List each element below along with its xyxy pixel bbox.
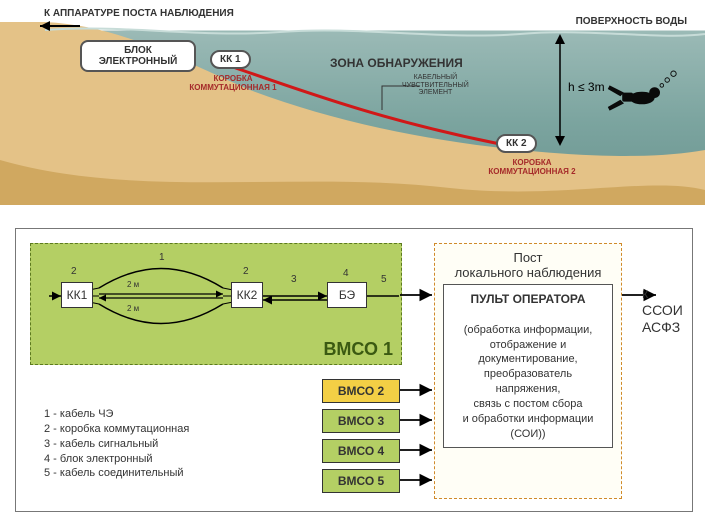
- pult-body: (обработка информации, отображение и док…: [463, 324, 594, 440]
- bmco1-area: КК1 КК2 БЭ ВМСО 1 2 1 2 3 4 5 2 м 2 м: [30, 243, 402, 365]
- seabed-svg: [0, 0, 705, 205]
- legend-item: 5 - кабель соединительный: [44, 466, 189, 481]
- kk1-sub: КОРОБКА КОММУТАЦИОННАЯ 1: [178, 74, 288, 92]
- bmco-block-2: ВМСО 2: [322, 379, 400, 403]
- electronic-block: БЛОК ЭЛЕКТРОННЫЙ: [80, 40, 196, 72]
- be-block: БЭ: [327, 282, 367, 308]
- kk2-box: КК 2: [496, 134, 537, 153]
- kk1-block: КК1: [61, 282, 93, 308]
- legend-item: 4 - блок электронный: [44, 452, 189, 467]
- legend-item: 3 - кабель сигнальный: [44, 437, 189, 452]
- bmco-block-4: ВМСО 4: [322, 439, 400, 463]
- len2: 2 м: [127, 304, 139, 313]
- sensing-elem-label: КАБЕЛЬНЫЙ ЧУВСТВИТЕЛЬНЫЙ ЭЛЕМЕНТ: [402, 74, 469, 97]
- bmco-block-3: ВМСО 3: [322, 409, 400, 433]
- zone-label: ЗОНА ОБНАРУЖЕНИЯ: [330, 56, 463, 70]
- len1: 2 м: [127, 280, 139, 289]
- legend: 1 - кабель ЧЭ2 - коробка коммутационная3…: [44, 407, 189, 481]
- bmco1-label: ВМСО 1: [323, 339, 393, 360]
- n1: 1: [159, 252, 165, 263]
- n2b: 2: [243, 266, 249, 277]
- kk2-block: КК2: [231, 282, 263, 308]
- post-block: Пост локального наблюдения ПУЛЬТ ОПЕРАТО…: [434, 243, 622, 499]
- legend-item: 1 - кабель ЧЭ: [44, 407, 189, 422]
- eb-l2: ЭЛЕКТРОННЫЙ: [99, 56, 178, 67]
- water-surface-label: ПОВЕРХНОСТЬ ВОДЫ: [576, 16, 687, 27]
- legend-item: 2 - коробка коммутационная: [44, 422, 189, 437]
- kk2-sub: КОРОБКА КОММУТАЦИОННАЯ 2: [472, 158, 592, 176]
- eb-l1: БЛОК: [124, 45, 152, 56]
- n5: 5: [381, 274, 387, 285]
- to-post-label: К АППАРАТУРЕ ПОСТА НАБЛЮДЕНИЯ: [44, 8, 234, 19]
- n3: 3: [291, 274, 297, 285]
- n4: 4: [343, 268, 349, 279]
- bmco-block-5: ВМСО 5: [322, 469, 400, 493]
- kk1-box: КК 1: [210, 50, 251, 69]
- post-title: Пост локального наблюдения: [439, 250, 617, 280]
- depth-label: h ≤ 3m: [568, 80, 605, 94]
- n2a: 2: [71, 266, 77, 277]
- output-label: к ССОИ АСФЗ: [642, 285, 692, 335]
- cross-section-panel: К АППАРАТУРЕ ПОСТА НАБЛЮДЕНИЯ ПОВЕРХНОСТ…: [0, 0, 705, 205]
- block-diagram-panel: КК1 КК2 БЭ ВМСО 1 2 1 2 3 4 5 2 м 2 м ВМ…: [15, 228, 693, 512]
- pult-title: ПУЛЬТ ОПЕРАТОРА: [470, 292, 585, 306]
- operator-panel: ПУЛЬТ ОПЕРАТОРА (обработка информации, о…: [443, 284, 613, 448]
